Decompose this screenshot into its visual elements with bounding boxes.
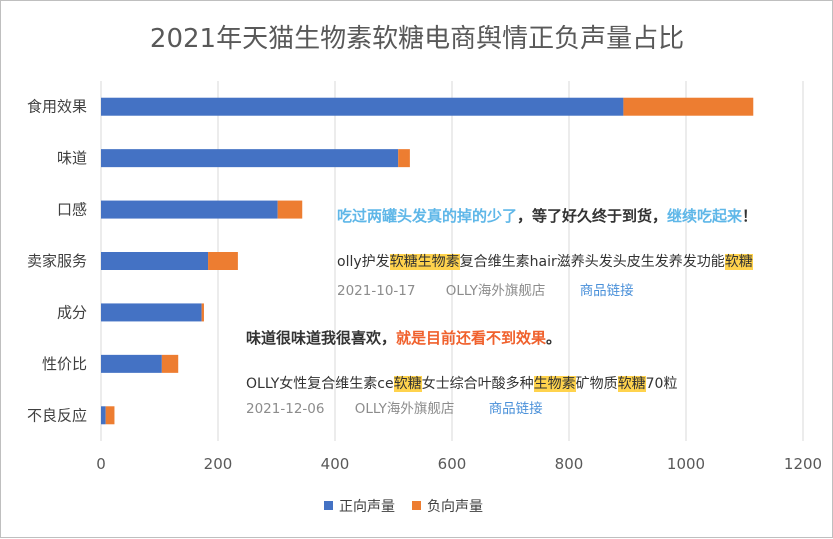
note-product: OLLY女性复合维生素ce软糖女士综合叶酸多种生物素矿物质软糖70粒 [246, 373, 677, 393]
product-link[interactable]: 商品链接 [579, 283, 634, 299]
note-shop: OLLY海外旗舰店 [354, 401, 455, 417]
product-link[interactable]: 商品链接 [488, 401, 543, 417]
bar-positive [101, 406, 106, 425]
chart-title: 2021年天猫生物素软糖电商舆情正负声量占比 [150, 24, 684, 54]
bar-negative [201, 303, 204, 322]
category-label: 性价比 [42, 355, 87, 373]
note-quote: 味道很味道我很喜欢，就是目前还看不到效果。 [246, 327, 561, 348]
product-text: 70粒 [645, 376, 678, 392]
category-label: 味道 [57, 149, 87, 167]
note-product-title: olly护发软糖生物素复合维生素hair滋养头发头皮生发养发功能软糖 [337, 254, 753, 270]
x-tick-label: 200 [204, 455, 233, 473]
legend-swatch [412, 501, 421, 510]
category-label: 不良反应 [27, 406, 87, 424]
bar-negative [208, 252, 238, 270]
keyword-highlight: 生物素 [533, 376, 576, 392]
keyword-highlight: 软糖 [724, 254, 753, 270]
note-shop: OLLY海外旗舰店 [445, 283, 546, 299]
quote-segment: 。 [546, 329, 562, 347]
bar-negative [398, 149, 410, 168]
category-label: 口感 [57, 201, 87, 219]
bar-negative [161, 354, 179, 373]
bars [101, 97, 754, 425]
quote-segment: ，等了好久终于到货， [517, 207, 668, 225]
note-product-title: OLLY女性复合维生素ce软糖女士综合叶酸多种生物素矿物质软糖70粒 [246, 376, 677, 392]
legend-swatch [324, 501, 333, 510]
legend-label: 正向声量 [339, 499, 395, 515]
x-tick-label: 0 [96, 455, 106, 473]
legend-label: 负向声量 [427, 499, 483, 515]
product-text: 女士综合叶酸多种 [421, 376, 534, 392]
category-label: 食用效果 [27, 98, 87, 116]
bar-positive [101, 354, 162, 373]
x-tick-label: 600 [438, 455, 467, 473]
note-quote-text: 味道很味道我很喜欢，就是目前还看不到效果。 [246, 329, 561, 347]
bar-negative [277, 200, 303, 219]
note-quote: 吃过两罐头发真的掉的少了，等了好久终于到货，继续吃起来！ [337, 205, 757, 226]
bar-negative [623, 97, 754, 116]
product-text: 矿物质 [575, 376, 618, 392]
bar-positive [101, 149, 399, 168]
x-tick-label: 400 [321, 455, 350, 473]
note-meta: 2021-12-06 OLLY海外旗舰店 商品链接 [246, 397, 543, 417]
category-label: 卖家服务 [27, 252, 87, 270]
quote-segment: 继续吃起来 [667, 207, 743, 225]
note-product: olly护发软糖生物素复合维生素hair滋养头发头皮生发养发功能软糖 [337, 251, 753, 271]
bar-positive [101, 200, 278, 219]
x-tick-labels: 0 200 400 600 800 1000 1200 [96, 455, 822, 473]
bar-positive [101, 97, 624, 116]
category-label: 成分 [57, 303, 87, 321]
note-date: 2021-12-06 [246, 401, 325, 417]
x-tick-label: 1200 [784, 455, 822, 473]
x-tick-label: 1000 [667, 455, 705, 473]
bar-negative [105, 406, 115, 425]
note-date: 2021-10-17 [337, 283, 416, 299]
keyword-highlight: 软糖生物素 [389, 254, 460, 270]
product-text: 复合维生素hair滋养头发头皮生发养发功能 [459, 254, 725, 270]
quote-segment: ！ [742, 207, 758, 225]
keyword-highlight: 软糖 [617, 376, 646, 392]
quote-segment: 就是目前还看不到效果 [396, 329, 547, 347]
product-text: olly护发 [337, 254, 390, 270]
bar-positive [101, 252, 209, 270]
legend: 正向声量 负向声量 [324, 499, 483, 515]
bar-positive [101, 303, 202, 322]
note-quote-text: 吃过两罐头发真的掉的少了，等了好久终于到货，继续吃起来！ [337, 207, 757, 225]
quote-segment: 味道很味道我很喜欢， [246, 329, 397, 347]
note-meta: 2021-10-17 OLLY海外旗舰店 商品链接 [337, 279, 634, 299]
product-text: OLLY女性复合维生素ce [246, 376, 394, 392]
x-tick-label: 800 [555, 455, 584, 473]
keyword-highlight: 软糖 [393, 376, 422, 392]
quote-segment: 吃过两罐头发真的掉的少了 [337, 207, 518, 225]
